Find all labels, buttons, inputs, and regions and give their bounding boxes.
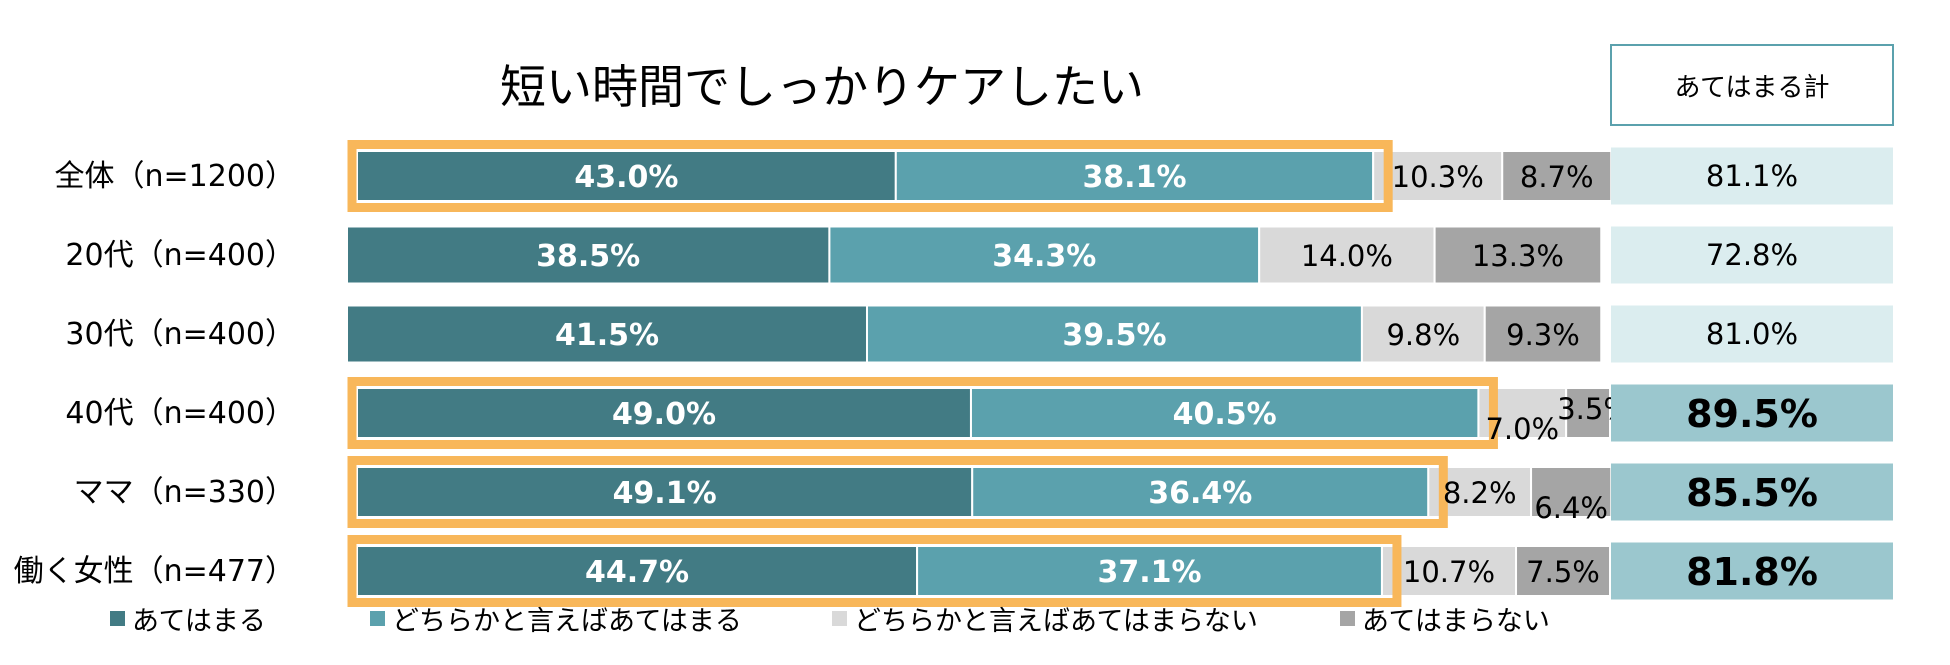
row-label: 20代（n=400） xyxy=(65,238,295,273)
data-label: 7.0% xyxy=(1485,412,1559,446)
total-box xyxy=(1611,463,1893,521)
total-label: 81.1% xyxy=(1706,159,1798,193)
highlight-outline xyxy=(347,535,1402,607)
legend-swatch xyxy=(832,611,847,626)
total-label: 89.5% xyxy=(1686,392,1818,436)
row-label: 40代（n=400） xyxy=(65,396,295,431)
total-box xyxy=(1611,226,1893,284)
bar-segment xyxy=(916,545,1383,597)
summary-header: あてはまる計 xyxy=(1675,73,1830,103)
bar-row: 働く女性（n=477） 44.7% 37.1% 10.7% 7.5% 81.8% xyxy=(14,535,1893,607)
total-box xyxy=(1611,305,1893,363)
data-label: 38.1% xyxy=(1082,160,1186,195)
total-box xyxy=(1611,542,1893,600)
legend: あてはまる どちらかと言えばあてはまる どちらかと言えばあてはまらない あてはまらない xyxy=(110,606,1550,637)
data-label: 36.4% xyxy=(1148,476,1252,511)
bar-segment xyxy=(865,304,1363,364)
bar-row: 全体（n=1200） 43.0% 38.1% 10.3% 8.7% 81.1% xyxy=(55,140,1893,212)
legend-label: あてはまる xyxy=(132,606,266,637)
data-label: 44.7% xyxy=(585,555,689,590)
highlight-outline xyxy=(347,377,1498,449)
data-label: 40.5% xyxy=(1173,397,1277,432)
legend-item: どちらかと言えばあてはまらない xyxy=(832,606,1258,637)
legend-swatch xyxy=(370,611,385,626)
total-label: 81.0% xyxy=(1706,317,1798,351)
bar-row: ママ（n=330） 49.1% 36.4% 8.2% 6.4% 85.5% xyxy=(74,456,1893,528)
bar-segment xyxy=(1501,150,1613,202)
data-label: 39.5% xyxy=(1062,318,1166,353)
chart-title: 短い時間でしっかりケアしたい xyxy=(500,60,1144,114)
row-label: 働く女性（n=477） xyxy=(14,554,295,589)
data-label: 9.8% xyxy=(1386,318,1460,352)
data-label: 7.5% xyxy=(1526,555,1600,589)
data-label: 38.5% xyxy=(536,239,640,274)
bar-segment xyxy=(1380,545,1518,597)
bar-row: 40代（n=400） 49.0% 40.5% 7.0%3.5% 89.5% xyxy=(65,377,1893,449)
bar-segment xyxy=(356,150,897,202)
data-label: 10.7% xyxy=(1403,555,1495,589)
data-label: 49.0% xyxy=(612,397,716,432)
legend-swatch xyxy=(110,611,125,626)
summary-header-box xyxy=(1610,44,1894,126)
data-label: 49.1% xyxy=(613,476,717,511)
bar-segment xyxy=(1258,225,1436,285)
bar-segment xyxy=(346,304,868,364)
bar-segment xyxy=(1360,304,1486,364)
data-label: 9.3% xyxy=(1506,318,1580,352)
legend-swatch xyxy=(1340,611,1355,626)
bar-rows: 全体（n=1200） 43.0% 38.1% 10.3% 8.7% 81.1% 20代（n=… xyxy=(14,140,1893,607)
data-label: 8.7% xyxy=(1520,160,1594,194)
bar-segment xyxy=(1565,387,1612,439)
legend-item: あてはまる xyxy=(110,606,266,637)
bar-segment xyxy=(1530,466,1613,518)
bar-segment xyxy=(346,225,831,285)
data-label: 13.3% xyxy=(1472,239,1564,273)
bar-segment xyxy=(1515,545,1612,597)
legend-label: どちらかと言えばあてはまる xyxy=(392,606,742,637)
bar-row: 20代（n=400） 38.5% 34.3% 14.0% 13.3% 72.8% xyxy=(65,225,1893,285)
data-label: 14.0% xyxy=(1301,239,1393,273)
data-label: 34.3% xyxy=(992,239,1096,274)
bar-segment xyxy=(1433,225,1603,285)
legend-item: どちらかと言えばあてはまる xyxy=(370,606,742,637)
highlight-outline xyxy=(347,456,1448,528)
row-label: 30代（n=400） xyxy=(65,317,295,352)
total-label: 85.5% xyxy=(1686,471,1818,515)
data-label: 6.4% xyxy=(1534,491,1608,525)
legend-label: どちらかと言えばあてはまらない xyxy=(854,606,1258,637)
data-label: 43.0% xyxy=(574,160,678,195)
bar-segment xyxy=(971,466,1430,518)
total-box xyxy=(1611,384,1893,442)
data-label: 10.3% xyxy=(1392,160,1484,194)
highlight-outline xyxy=(347,140,1393,212)
bar-segment xyxy=(828,225,1261,285)
total-label: 81.8% xyxy=(1686,550,1818,594)
data-label: 41.5% xyxy=(555,318,659,353)
total-box xyxy=(1611,147,1893,205)
legend-label: あてはまらない xyxy=(1362,606,1550,637)
legend-item: あてはまらない xyxy=(1340,606,1550,637)
bar-segment xyxy=(1483,304,1603,364)
data-label: 37.1% xyxy=(1097,555,1201,590)
row-label: ママ（n=330） xyxy=(74,475,295,510)
bar-segment xyxy=(356,545,919,597)
bar-row: 30代（n=400） 41.5% 39.5% 9.8% 9.3% 81.0% xyxy=(65,304,1893,364)
total-label: 72.8% xyxy=(1706,238,1798,272)
bar-segment xyxy=(894,150,1375,202)
row-label: 全体（n=1200） xyxy=(55,159,296,194)
data-label: 8.2% xyxy=(1443,476,1517,510)
